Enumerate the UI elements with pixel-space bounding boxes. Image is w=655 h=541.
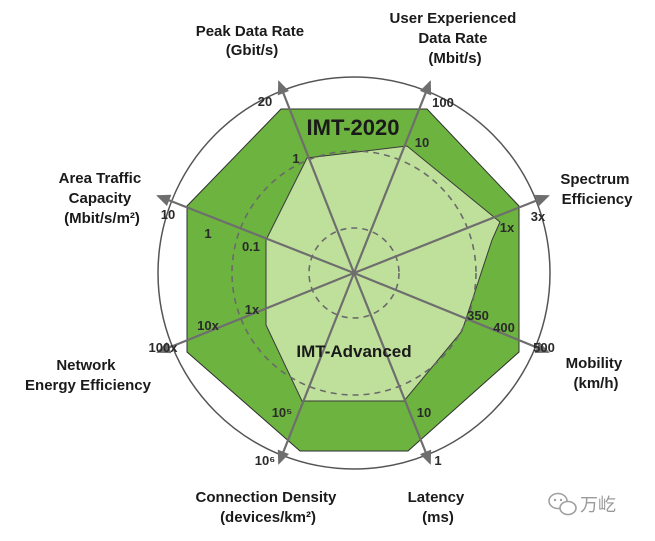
axis-line-latency: [352, 272, 432, 464]
tick-area-inner: 0.1: [242, 239, 260, 254]
axis-arrow-user-experienced-data-rate: [419, 80, 432, 96]
axis-line-peak-data-rate: [277, 81, 356, 274]
axis-label-network-energy-efficiency: Network Energy Efficiency: [25, 357, 152, 394]
dashed-ring-outer: [231, 150, 477, 396]
tick-network-inner: 1x: [245, 302, 260, 317]
tick-peak-inner: 1: [292, 151, 299, 166]
axis-line-connection-density: [277, 272, 356, 464]
tick-user-outer: 100: [432, 95, 454, 110]
axis-arrow-latency: [419, 449, 432, 465]
wechat-icon: [548, 492, 577, 516]
axis-label-latency: Latency (ms): [408, 489, 469, 526]
axis-arrow-spectrum-efficiency: [534, 194, 550, 207]
watermark-text: 万屹: [580, 495, 616, 516]
axis-label-user-experienced-data-rate: User Experienced Data Rate (Mbit/s): [390, 10, 521, 67]
tick-latency-outer: 1: [434, 453, 441, 468]
axis-line-area-traffic-capacity: [157, 194, 355, 275]
axis-label-spectrum-efficiency: Spectrum Efficiency: [560, 171, 633, 208]
tick-network-outer: 100x: [149, 340, 179, 355]
axis-line-network-energy-efficiency: [157, 271, 355, 354]
axis-line-user-experienced-data-rate: [352, 81, 432, 274]
outer-ring: [157, 76, 551, 470]
imt2020-label: IMT-2020: [307, 115, 400, 140]
tick-mobility-inner: 350: [467, 308, 489, 323]
tick-area-mid: 1: [204, 226, 211, 241]
tick-user-inner: 10: [415, 135, 429, 150]
axis-line-spectrum-efficiency: [353, 194, 549, 275]
axis-line-mobility: [353, 271, 549, 354]
imt-advanced-label: IMT-Advanced: [296, 342, 411, 361]
tick-network-mid: 10x: [197, 318, 219, 333]
axis-arrow-peak-data-rate: [277, 80, 289, 96]
axis-label-peak-data-rate: Peak Data Rate (Gbit/s): [196, 23, 309, 59]
tick-connection-inner: 10⁵: [272, 405, 293, 420]
dashed-ring-inner: [308, 227, 400, 319]
axis-label-area-traffic-capacity: Area Traffic Capacity (Mbit/s/m²): [59, 170, 146, 227]
axes-group: [156, 80, 550, 465]
axis-arrow-network-energy-efficiency: [156, 341, 172, 354]
axis-label-connection-density: Connection Density (devices/km²): [195, 489, 340, 526]
axis-label-mobility: Mobility (km/h): [566, 355, 627, 392]
tick-latency-inner: 10: [417, 405, 431, 420]
tick-area-outer: 10: [161, 207, 175, 222]
imt-advanced-area: [265, 145, 501, 402]
tick-spectrum-inner: 1x: [500, 220, 515, 235]
tick-spectrum-outer: 3x: [531, 209, 546, 224]
axis-arrow-mobility: [534, 341, 550, 354]
axis-arrow-connection-density: [277, 449, 289, 465]
tick-connection-outer: 10⁶: [255, 453, 275, 468]
tick-peak-outer: 20: [258, 94, 272, 109]
tick-mobility-outer: 500: [533, 340, 555, 355]
tick-mobility-mid: 400: [493, 320, 515, 335]
axis-arrow-area-traffic-capacity: [156, 194, 172, 206]
